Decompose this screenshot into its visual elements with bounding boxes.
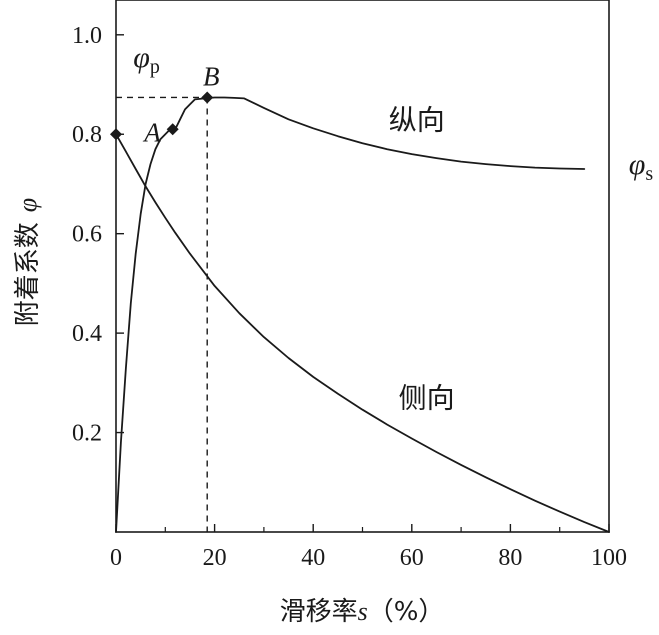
x-tick-label: 100 <box>591 545 627 571</box>
x-tick-label: 20 <box>203 545 227 571</box>
x-axis-title-unit: （%） <box>368 597 445 627</box>
phi-s-label: φs <box>629 148 654 185</box>
point-marker <box>110 128 122 141</box>
y-tick-label: 0.4 <box>72 321 102 347</box>
y-axis-ticks: 0.2 0.4 0.6 0.8 1.0 <box>72 23 124 447</box>
y-axis-title-symbol: φ <box>13 198 42 212</box>
y-axis-title: 附着系数 φ <box>13 198 43 326</box>
points-layer: AB <box>110 61 219 147</box>
series-line-longitudinal <box>115 96 586 533</box>
x-axis-title: 滑移率s（%） <box>280 597 445 627</box>
x-tick-label: 40 <box>301 545 325 571</box>
point-marker <box>166 123 179 136</box>
x-axis-title-text: 滑移率 <box>280 597 358 627</box>
y-tick-label: 0.6 <box>72 222 102 248</box>
point-marker <box>201 91 214 104</box>
point-label-a: A <box>142 117 161 147</box>
x-tick-label: 80 <box>498 545 522 571</box>
y-tick-label: 0.8 <box>72 122 102 148</box>
curve-label-lateral: 侧向 <box>399 382 455 415</box>
y-axis-title-text: 附着系数 <box>13 222 43 326</box>
reference-lines <box>116 96 208 532</box>
phi-p-label: φp <box>133 41 160 78</box>
series-layer <box>115 96 610 533</box>
x-axis-title-symbol: s <box>358 597 368 626</box>
curve-label-longitudinal: 纵向 <box>389 103 445 136</box>
y-tick-label: 1.0 <box>72 23 102 49</box>
point-label-b: B <box>203 61 220 91</box>
y-tick-label: 0.2 <box>72 421 102 447</box>
series-line-lateral <box>115 133 610 533</box>
x-tick-label: 60 <box>400 545 424 571</box>
x-tick-label: 0 <box>110 545 122 571</box>
x-axis-ticks: 0 20 40 60 80 100 <box>110 524 627 571</box>
plot-frame <box>115 0 610 533</box>
